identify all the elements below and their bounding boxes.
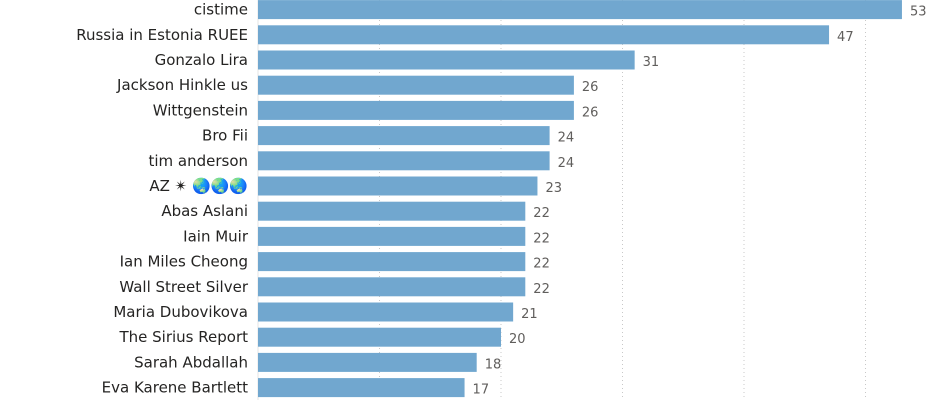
category-label: cistime — [194, 1, 248, 19]
data-label: 17 — [473, 383, 490, 398]
bar[interactable] — [258, 0, 902, 20]
bar[interactable] — [258, 302, 514, 322]
bars — [258, 0, 902, 398]
data-label: 21 — [521, 307, 538, 322]
category-label: Jackson Hinkle us — [116, 76, 248, 94]
data-label: 23 — [545, 181, 562, 196]
bar[interactable] — [258, 25, 830, 45]
data-label: 31 — [643, 55, 660, 70]
data-labels: 53 47 31 26 26 24 24 23 22 22 22 22 21 20 18 17 — [473, 5, 927, 398]
bar[interactable] — [258, 126, 550, 146]
bar[interactable] — [258, 277, 526, 297]
category-label: The Sirius Report — [118, 328, 248, 346]
category-label: Eva Karene Bartlett — [102, 379, 248, 397]
bar[interactable] — [258, 378, 465, 398]
bar[interactable] — [258, 352, 477, 372]
data-label: 20 — [509, 332, 526, 347]
bar[interactable] — [258, 252, 526, 272]
category-labels: cistime Russia in Estonia RUEE Gonzalo Lir… — [76, 1, 249, 397]
data-label: 18 — [485, 357, 502, 372]
data-label: 24 — [558, 156, 575, 171]
data-label: 26 — [582, 105, 599, 120]
category-label: Wittgenstein — [153, 101, 248, 119]
data-label: 22 — [533, 231, 550, 246]
data-label: 53 — [910, 5, 927, 20]
bar[interactable] — [258, 100, 574, 120]
category-label: Wall Street Silver — [119, 278, 248, 296]
category-label: Maria Dubovikova — [113, 303, 248, 321]
category-label: Iain Muir — [183, 227, 249, 245]
data-label: 22 — [533, 282, 550, 297]
bar[interactable] — [258, 201, 526, 221]
category-label: AZ ✴ 🌏🌏🌏 — [149, 177, 248, 195]
bar[interactable] — [258, 75, 574, 95]
bar[interactable] — [258, 176, 538, 196]
data-label: 22 — [533, 257, 550, 272]
bar[interactable] — [258, 226, 526, 246]
category-label: Sarah Abdallah — [134, 353, 248, 371]
bar[interactable] — [258, 50, 635, 70]
category-label: Russia in Estonia RUEE — [76, 26, 248, 44]
data-label: 24 — [558, 131, 575, 146]
category-label: tim anderson — [148, 152, 248, 170]
category-label: Ian Miles Cheong — [120, 253, 248, 271]
category-label: Abas Aslani — [161, 202, 248, 220]
data-label: 26 — [582, 80, 599, 95]
data-label: 47 — [837, 30, 854, 45]
category-label: Gonzalo Lira — [155, 51, 248, 69]
data-label: 22 — [533, 206, 550, 221]
bar[interactable] — [258, 151, 550, 171]
bar[interactable] — [258, 327, 501, 347]
category-label: Bro Fii — [202, 127, 248, 145]
